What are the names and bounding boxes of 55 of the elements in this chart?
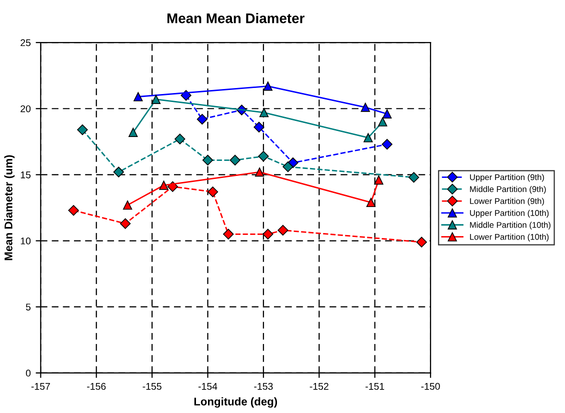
y-tick-label: 10 (20, 238, 31, 244)
x-tick-label: -153 (254, 382, 273, 390)
chart-title: Mean Mean Diameter (167, 13, 304, 24)
legend-label: Middle Partition (10th) (470, 222, 550, 230)
x-tick-label: -151 (366, 383, 384, 390)
point (382, 109, 392, 118)
point (364, 133, 373, 142)
point (134, 92, 143, 102)
x-tick-label: -152 (310, 382, 328, 390)
point (174, 134, 186, 144)
y-tick-label: 0 (26, 370, 31, 377)
y-tick-label: 25 (20, 39, 31, 46)
point (120, 218, 131, 229)
y-tick-label: 15 (20, 172, 31, 178)
point (68, 205, 79, 216)
x-axis-title: Longitude (deg) (194, 397, 278, 408)
point (254, 167, 264, 177)
point (122, 200, 132, 210)
point (151, 94, 161, 104)
point (374, 175, 384, 185)
point (416, 236, 427, 248)
point (278, 224, 288, 236)
point (360, 102, 370, 112)
point (262, 228, 274, 240)
point (259, 108, 269, 118)
point (366, 198, 376, 208)
x-tick-label: -154 (198, 383, 218, 390)
point (382, 138, 392, 150)
point (77, 124, 88, 136)
point (254, 122, 264, 132)
legend-label: Upper Partition (9th) (470, 174, 544, 182)
y-tick-label: 20 (20, 105, 31, 112)
x-tick-label: -157 (31, 383, 50, 390)
point (408, 172, 420, 183)
point (378, 117, 388, 126)
point (282, 161, 294, 172)
x-tick-label: -156 (87, 382, 106, 390)
legend-label: Lower Partition (9th) (470, 198, 544, 206)
legend-label: Middle Partition (9th) (470, 186, 546, 194)
point (159, 180, 168, 190)
point (128, 128, 138, 137)
point (258, 150, 269, 162)
point (230, 154, 240, 166)
point (263, 82, 272, 91)
legend-label: Lower Partition (10th) (470, 234, 549, 242)
y-axis-title: Mean Diameter (um) (4, 155, 15, 260)
point (207, 186, 218, 198)
x-tick-label: -155 (142, 383, 162, 390)
legend-label: Upper Partition (10th) (470, 210, 549, 218)
point (113, 166, 124, 178)
x-tick-label: -150 (421, 382, 440, 390)
y-tick-label: 5 (26, 304, 31, 310)
point (196, 114, 208, 125)
point (223, 228, 234, 240)
point (202, 154, 214, 166)
